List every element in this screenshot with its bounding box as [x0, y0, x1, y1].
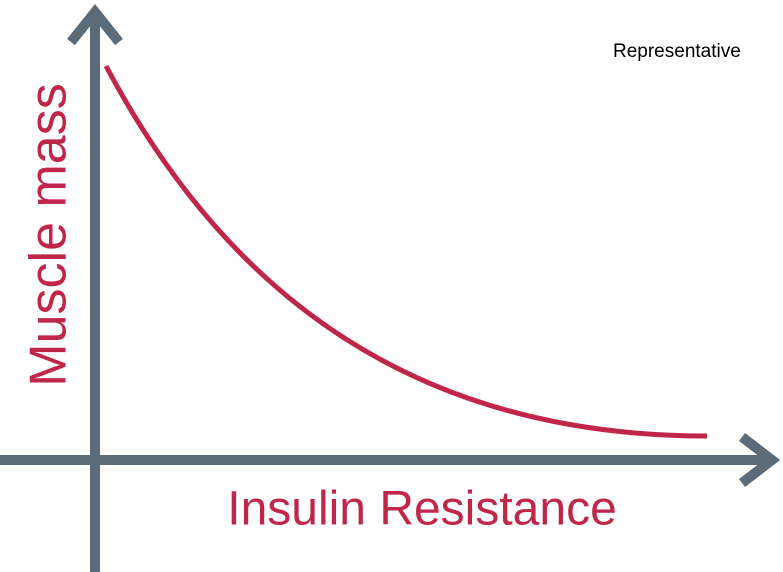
y-axis-label: Muscle mass: [20, 83, 78, 386]
curve: [103, 64, 708, 439]
x-axis-label: Insulin Resistance: [227, 483, 617, 536]
y-axis-arrow: [67, 3, 123, 46]
x-axis-arrow: [738, 433, 781, 487]
note: Representative: [613, 41, 741, 62]
